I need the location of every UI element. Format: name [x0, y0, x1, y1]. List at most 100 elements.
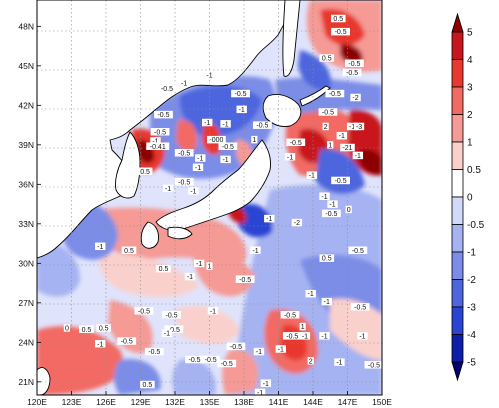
contour-label: -1 [336, 131, 347, 140]
contour-label-text: -0.5 [161, 86, 173, 93]
contour-label-bg [331, 27, 350, 36]
contour-label-bg [201, 355, 221, 364]
contour-label: -1 [327, 200, 338, 209]
contour-label-bg [291, 218, 303, 227]
contour-label: -0.5 [144, 347, 164, 356]
contour-label-bg [137, 167, 153, 175]
contour-label-bg [193, 259, 205, 268]
contour-label-text: -1 [206, 73, 212, 80]
contour-label-bg [253, 121, 272, 129]
lon-tick-label: 126E [96, 397, 116, 407]
contour-label-text: -0.5 [346, 70, 358, 77]
contour-label: -1 [284, 153, 296, 161]
contour-label-text: -0.5 [322, 110, 334, 117]
contour-label: 0.5 [331, 14, 346, 23]
contour-label: -0.5 [286, 138, 306, 147]
contour-label-bg [327, 200, 338, 208]
colorbar-bin [451, 31, 464, 60]
contour-label: 2 [307, 357, 314, 365]
contour-label: 1 [251, 135, 258, 144]
contour-label: -1 [195, 154, 206, 163]
contour-label-text: -2 [352, 95, 358, 102]
contour-labels: -0.5-1-1-0.5-1-0.5-1 -1 -0.5-0.5-000-1-0.4… [63, 14, 382, 397]
contour-label-bg [260, 379, 272, 387]
contour-label: -1 [95, 242, 106, 251]
contour-label-text: -0.5 [235, 91, 247, 98]
contour-label-text: -1 [181, 81, 187, 88]
contour-label-text: -0.5 [221, 361, 233, 368]
contour-label-text: -2 [294, 220, 300, 227]
contour-label: -3 [353, 122, 365, 131]
contour-label: -1 [184, 272, 196, 281]
contour-label-bg [264, 214, 275, 223]
contour-label-bg [146, 142, 170, 150]
land-korea [115, 131, 141, 199]
lat-tick-label: 36N [18, 179, 34, 189]
contour-label-text: -0.5 [148, 349, 160, 356]
lat-tick-label: 45N [18, 61, 34, 71]
contour-label: -1 [319, 332, 330, 340]
contour-label: -000 [207, 135, 226, 144]
colorbar-tick-label: 2 [467, 110, 473, 121]
map-panel: -0.5-1-1-0.5-1-0.5-1 -1 -0.5-0.5-000-1-0.4… [18, 0, 392, 407]
contour-label-bg [318, 108, 338, 116]
contour-label-text: -1 [257, 390, 263, 397]
contour-label-bg [305, 289, 316, 298]
contour-label: -1 [220, 120, 231, 128]
colorbar-tick-label: 4 [467, 55, 473, 66]
contour-label-bg [144, 347, 164, 356]
contour-label-text: -1 [204, 120, 210, 127]
contour-label: -1 [202, 118, 213, 127]
contour-label-bg [336, 131, 347, 140]
contour-label-text: -0.5 [284, 312, 296, 319]
contour-label-text: -1 [152, 139, 158, 146]
contour-label-bg [322, 209, 341, 218]
colorbar-bin [451, 251, 464, 280]
contour-label: 0.5 [319, 254, 335, 263]
contour-label-bg [206, 262, 213, 270]
contour-label-bg [307, 357, 314, 365]
contour-label-text: -1 [256, 349, 262, 356]
contour-label-bg [250, 246, 261, 254]
colorbar-tick-label: 1 [467, 138, 473, 149]
contour-label: -0.41 [146, 142, 170, 151]
contour-label-text: -0.5 [205, 357, 217, 364]
lon-tick-label: 135E [200, 397, 220, 407]
colorbar-bin [451, 279, 464, 308]
contour-label-text: -1 [239, 107, 245, 114]
contour-label-bg [204, 71, 215, 79]
contour-label: -1 [321, 297, 332, 306]
contour-label: -0.5 [217, 359, 237, 368]
contour-label-bg [150, 127, 170, 136]
contour-label-bg [254, 388, 266, 395]
contour-label: -1 [150, 137, 161, 146]
contour-label: -0.5 [342, 68, 362, 77]
lon-tick-label: 132E [165, 397, 185, 407]
contour-label: -0.5 [318, 108, 338, 117]
land-asia-mainland [37, 0, 301, 259]
colorbar-bin [451, 59, 464, 88]
contour-label-bg [331, 14, 346, 23]
contour-label-bg [306, 171, 318, 179]
contour-label-text: -0.5 [222, 144, 234, 151]
contour-label: -2 [291, 218, 303, 227]
contour-label: -1 [161, 329, 173, 338]
contour-label-text: -1 [165, 186, 171, 193]
contour-label-text: -0.5 [157, 112, 169, 119]
contour-label: -0.5 [117, 337, 137, 346]
contour-label: -0.5 [364, 361, 382, 369]
contour-label-text: -0.5 [286, 333, 298, 340]
contour-label-bg [207, 307, 219, 315]
contour-label-text: -1 [222, 121, 228, 128]
longitude-axis: 120E 123E 126E 129E 132E 135E 138E 141E 144E 147E… [27, 391, 392, 407]
colorbar-tick-label: -5 [467, 358, 476, 369]
contour-label-bg [179, 79, 190, 87]
contour-label-text: 0.5 [99, 325, 109, 332]
colorbar-tick-label: 0.5 [467, 165, 481, 176]
contour-label: 0.5 [79, 325, 94, 334]
lat-tick-label: 48N [18, 21, 34, 31]
contour-label-bg [79, 325, 94, 333]
contour-label-text: -1 [195, 165, 201, 172]
contour-label: -1 [220, 155, 231, 164]
contour-label: -1 [334, 358, 345, 367]
